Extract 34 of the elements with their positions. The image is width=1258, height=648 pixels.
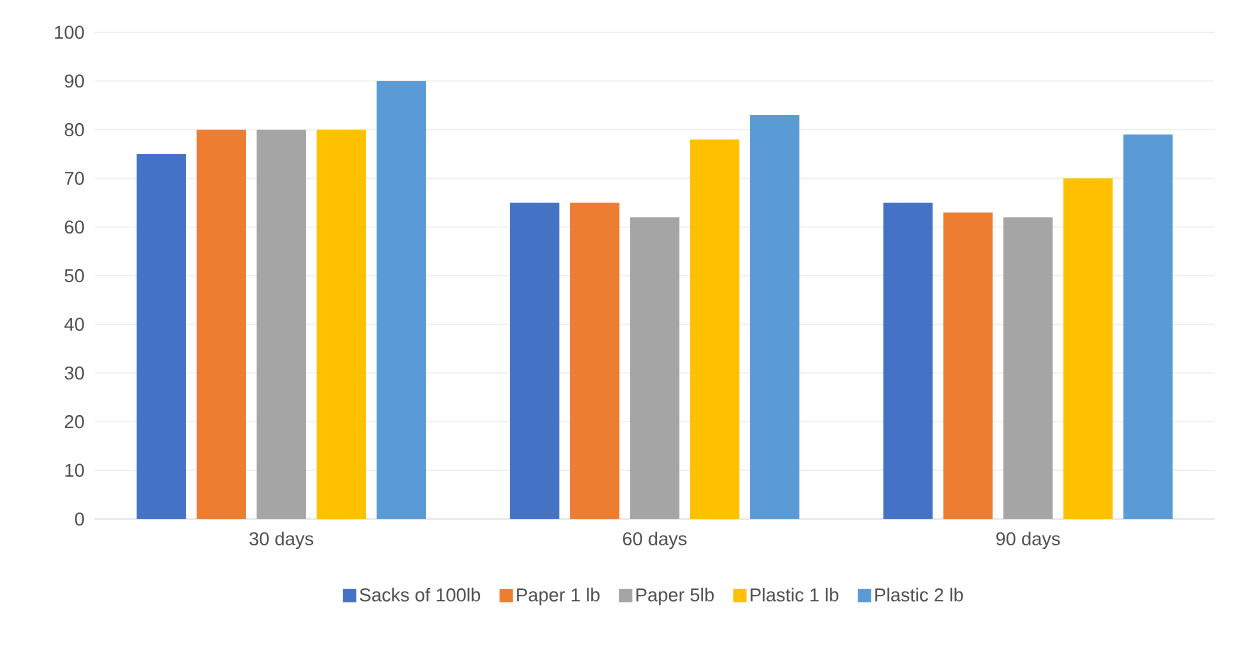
legend-label: Sacks of 100lb <box>359 587 481 602</box>
y-tick-label: 30 <box>64 366 84 380</box>
y-tick-label: 40 <box>64 317 84 331</box>
y-tick-label: 50 <box>64 269 84 283</box>
x-tick-label: 90 days <box>996 531 1060 550</box>
y-tick-label: 90 <box>64 74 84 88</box>
legend-label: Paper 1 lb <box>517 587 600 606</box>
bar <box>1123 134 1173 519</box>
legend-label: Plastic 2 lb <box>875 587 963 602</box>
legend-label: Plastic 1 lb <box>750 587 839 602</box>
y-tick-label: 20 <box>64 415 84 429</box>
legend-label: Paper 5lb <box>636 587 714 606</box>
y-tick-label: 60 <box>64 220 84 234</box>
bar <box>196 129 246 519</box>
bar <box>510 202 560 519</box>
bar <box>376 80 427 519</box>
bar <box>1063 178 1113 519</box>
bar <box>690 139 740 519</box>
y-tick-label: 0 <box>75 512 84 526</box>
bar <box>883 202 933 519</box>
y-tick-label: 70 <box>64 171 84 185</box>
bar <box>630 217 680 519</box>
bar <box>570 202 620 519</box>
y-tick-label: 100 <box>55 25 84 39</box>
bar <box>256 129 306 519</box>
x-tick-label: 30 days <box>249 531 314 550</box>
bar <box>1003 217 1053 519</box>
bar <box>136 153 186 519</box>
bar <box>750 115 800 519</box>
bar <box>943 212 993 519</box>
x-tick-label: 60 days <box>623 531 687 550</box>
y-tick-label: 80 <box>64 123 84 137</box>
bar <box>316 129 366 519</box>
y-tick-label: 10 <box>65 463 84 477</box>
